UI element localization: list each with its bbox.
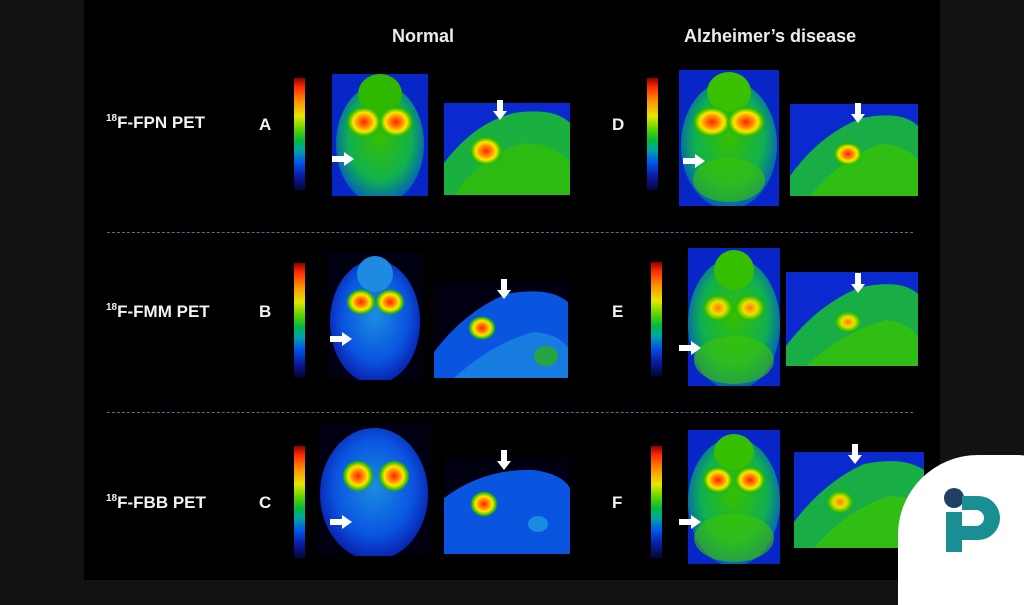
panel-letter-d: D [612,115,625,134]
white-arrow-icon [330,515,352,529]
pet-coronal-scan [688,248,780,386]
panel-letter-c: C [259,493,272,512]
row-label-fpn: 18F-FPN PET [106,113,205,132]
pet-sagittal-scan [790,104,918,196]
pet-coronal-scan [318,424,430,556]
pet-sagittal-scan [434,282,568,378]
pet-coronal-scan [688,430,780,564]
white-arrow-icon [848,444,862,464]
color-scale-bar [294,78,305,190]
color-scale-bar [294,263,305,377]
white-arrow-icon [679,515,701,529]
panel-letter-f: F [612,493,623,512]
row-label-fbb: 18F-FBB PET [106,493,206,512]
row-label-fmm: 18F-FMM PET [106,302,210,321]
row-divider [107,232,913,233]
white-arrow-icon [851,273,865,293]
color-scale-bar [651,446,662,558]
panel-letter-e: E [612,302,624,321]
white-arrow-icon [497,450,511,470]
white-arrow-icon [493,100,507,120]
white-arrow-icon [332,152,354,166]
column-header-alzheimers: Alzheimer’s disease [684,26,857,46]
brand-logo-icon [944,488,1000,552]
color-scale-bar [294,446,305,558]
white-arrow-icon [330,332,352,346]
row-divider [107,412,913,413]
pet-coronal-scan [332,74,428,196]
white-arrow-icon [851,103,865,123]
pet-sagittal-scan [444,103,570,195]
pet-sagittal-scan [786,272,918,366]
pet-sagittal-scan [444,458,570,554]
white-arrow-icon [679,341,701,355]
panel-letter-a: A [259,115,272,134]
panel-letter-b: B [259,302,272,321]
color-scale-bar [647,78,658,190]
pet-coronal-scan [328,252,422,380]
column-header-normal: Normal [392,26,455,46]
white-arrow-icon [497,279,511,299]
color-scale-bar [651,262,662,376]
pet-coronal-scan [679,70,779,206]
white-arrow-icon [683,154,705,168]
